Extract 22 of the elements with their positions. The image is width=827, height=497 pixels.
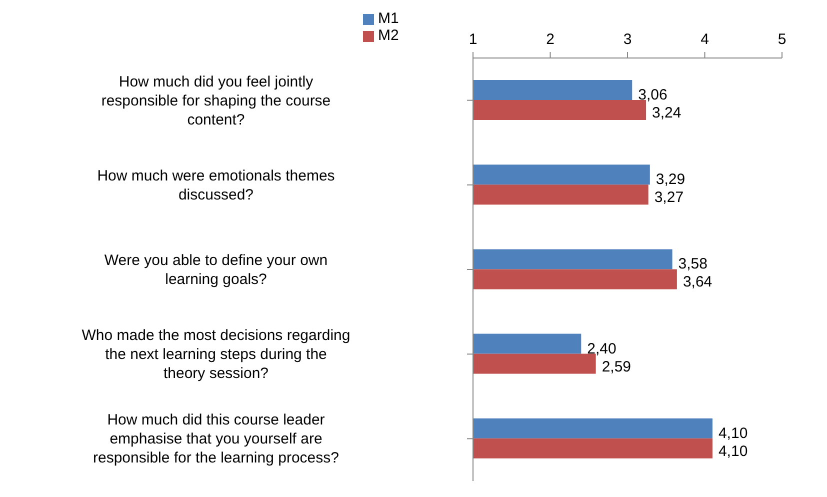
y-tick-label: Who made the most decisions regarding the next learning steps during the theory session? [82,326,350,382]
legend-label: M2 [378,27,399,44]
y-tick-label: How much were emotionals themes discussed? [97,166,335,203]
x2-tick-label: 3 [623,31,632,48]
data-label: 4,10 [718,424,748,442]
data-label: 4,10 [718,442,748,460]
data-label: 3,58 [678,256,708,273]
legend-label: M1 [378,10,399,27]
y-tick-label: Were you able to define your own learning goals? [104,252,328,288]
x2-tick-label: 2 [546,31,554,48]
x2-tick-label: 4 [700,31,709,48]
data-label: 2,59 [602,358,632,376]
data-label: 3,06 [638,86,668,104]
data-label: 2,40 [587,340,616,358]
data-label: 3,29 [656,171,686,188]
data-label: 3,24 [652,104,682,122]
y-tick-label: How much did this course leader emphasise that you yourself are responsible for the learning process? [93,411,339,466]
x2-tick-label: 1 [468,31,478,48]
x2-tick-label: 5 [778,31,786,48]
data-label: 3,27 [654,189,684,206]
y-tick-label: How much did you feel jointly responsible for shaping the course content? [101,72,331,128]
data-label: 3,64 [682,274,712,291]
